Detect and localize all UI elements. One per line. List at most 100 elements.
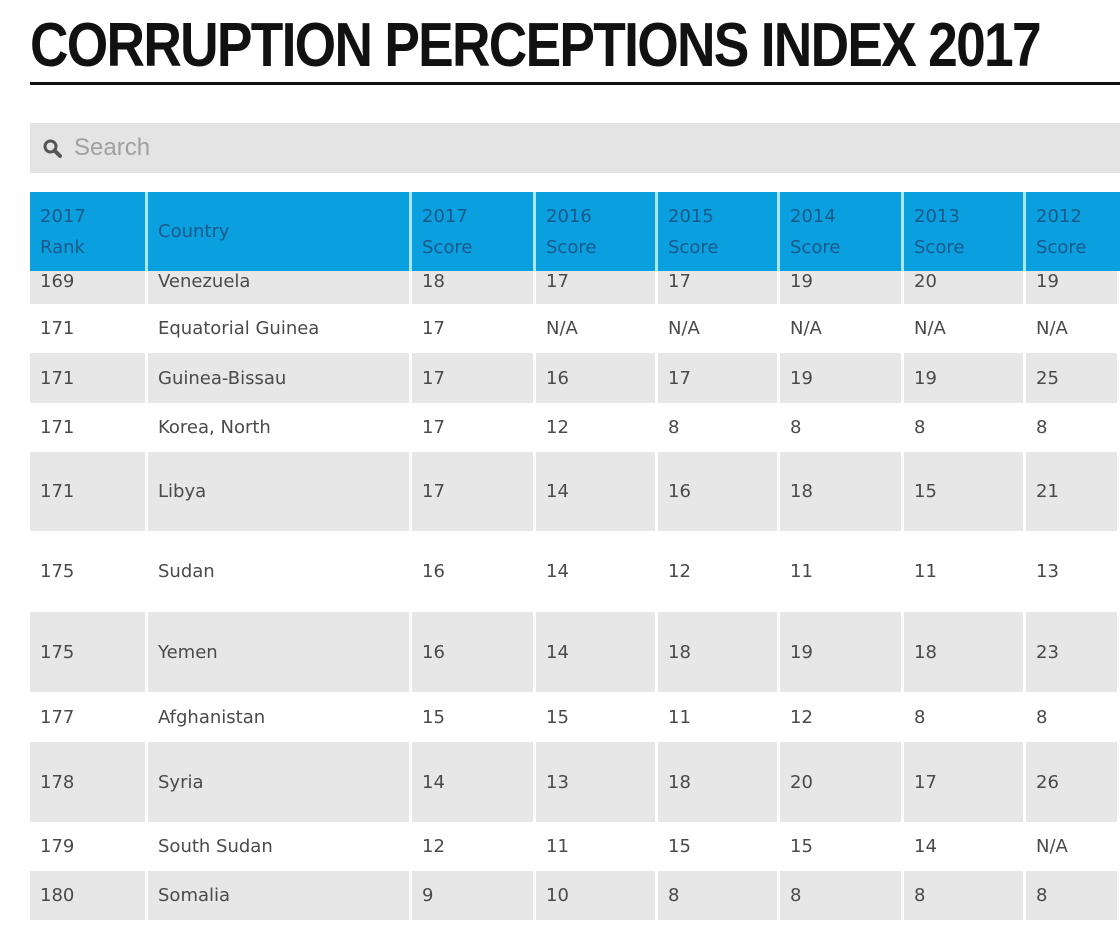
cell-2014-score: 18 (780, 452, 904, 531)
cell-rank: 178 (30, 742, 148, 822)
column-header-2016-score[interactable]: 2016 Score (536, 192, 658, 271)
cell-2017-score: 16 (412, 612, 536, 692)
cell-country: Korea, North (148, 403, 412, 452)
cell-2017-score: 15 (412, 692, 536, 742)
cell-rank: 171 (30, 452, 148, 531)
cell-2016-score: 11 (536, 822, 658, 871)
cell-country: Yemen (148, 612, 412, 692)
cell-2017-score: 16 (412, 531, 536, 612)
cell-2012-score: 21 (1026, 452, 1120, 531)
cell-2014-score: 15 (780, 822, 904, 871)
table-row: 169 Venezuela 18 17 17 19 20 19 (30, 271, 1120, 304)
cell-2012-score: 25 (1026, 353, 1120, 403)
column-header-2014-score[interactable]: 2014 Score (780, 192, 904, 271)
cell-2015-score: 11 (658, 692, 780, 742)
cell-2015-score: 17 (658, 271, 780, 304)
cell-2012-score: N/A (1026, 304, 1120, 353)
cell-rank: 175 (30, 531, 148, 612)
cell-country: Afghanistan (148, 692, 412, 742)
table-row: 175 Yemen 16 14 18 19 18 23 (30, 612, 1120, 692)
cell-2014-score: 8 (780, 403, 904, 452)
cell-2012-score: 23 (1026, 612, 1120, 692)
cell-2012-score: N/A (1026, 822, 1120, 871)
cell-country: Venezuela (148, 271, 412, 304)
page-title: CORRUPTION PERCEPTIONS INDEX 2017 (30, 11, 1042, 80)
cell-2014-score: 11 (780, 531, 904, 612)
table-row: 180 Somalia 9 10 8 8 8 8 (30, 871, 1120, 920)
cell-2014-score: 19 (780, 612, 904, 692)
table-row: 171 Guinea-Bissau 17 16 17 19 19 25 (30, 353, 1120, 403)
cell-2017-score: 17 (412, 304, 536, 353)
cell-2012-score: 13 (1026, 531, 1120, 612)
table-row: 179 South Sudan 12 11 15 15 14 N/A (30, 822, 1120, 871)
cell-2017-score: 14 (412, 742, 536, 822)
cell-2012-score: 8 (1026, 692, 1120, 742)
cell-2015-score: 12 (658, 531, 780, 612)
cell-2015-score: 8 (658, 403, 780, 452)
table-row: 171 Libya 17 14 16 18 15 21 (30, 452, 1120, 531)
cell-2016-score: 13 (536, 742, 658, 822)
cell-2016-score: 14 (536, 531, 658, 612)
cell-2013-score: 18 (904, 612, 1026, 692)
cell-2017-score: 12 (412, 822, 536, 871)
cell-2013-score: 15 (904, 452, 1026, 531)
cell-2012-score: 26 (1026, 742, 1120, 822)
table-row: 171 Korea, North 17 12 8 8 8 8 (30, 403, 1120, 452)
cell-2013-score: 19 (904, 353, 1026, 403)
cell-2016-score: 17 (536, 271, 658, 304)
cell-2013-score: 11 (904, 531, 1026, 612)
table-row: 178 Syria 14 13 18 20 17 26 (30, 742, 1120, 822)
cell-2014-score: 19 (780, 353, 904, 403)
cell-2016-score: 14 (536, 452, 658, 531)
cell-2013-score: N/A (904, 304, 1026, 353)
cell-rank: 180 (30, 871, 148, 920)
column-header-2013-score[interactable]: 2013 Score (904, 192, 1026, 271)
search-icon (42, 136, 72, 160)
cell-2016-score: 10 (536, 871, 658, 920)
cell-2013-score: 17 (904, 742, 1026, 822)
cell-2013-score: 20 (904, 271, 1026, 304)
cell-2017-score: 9 (412, 871, 536, 920)
cell-2015-score: 16 (658, 452, 780, 531)
cell-2016-score: N/A (536, 304, 658, 353)
cell-2014-score: 19 (780, 271, 904, 304)
cell-2016-score: 15 (536, 692, 658, 742)
cell-country: Libya (148, 452, 412, 531)
cell-2017-score: 17 (412, 452, 536, 531)
cell-2015-score: 18 (658, 612, 780, 692)
cell-2015-score: 18 (658, 742, 780, 822)
cell-rank: 179 (30, 822, 148, 871)
column-header-2017-score[interactable]: 2017 Score (412, 192, 536, 271)
cell-rank: 171 (30, 353, 148, 403)
cell-2015-score: 8 (658, 871, 780, 920)
title-underline (30, 82, 1120, 85)
search-bar[interactable] (30, 123, 1120, 173)
cell-2017-score: 17 (412, 353, 536, 403)
cell-country: Syria (148, 742, 412, 822)
cell-2012-score: 8 (1026, 871, 1120, 920)
cell-2014-score: N/A (780, 304, 904, 353)
cpi-table: 2017 Rank Country 2017 Score 2016 Score 201… (30, 192, 1120, 920)
table-row: 177 Afghanistan 15 15 11 12 8 8 (30, 692, 1120, 742)
column-header-2012-score[interactable]: 2012 Score (1026, 192, 1120, 271)
table-row: 175 Sudan 16 14 12 11 11 13 (30, 531, 1120, 612)
cell-country: Guinea-Bissau (148, 353, 412, 403)
column-header-country[interactable]: Country (148, 192, 412, 271)
cell-country: Equatorial Guinea (148, 304, 412, 353)
cell-2014-score: 20 (780, 742, 904, 822)
cell-rank: 177 (30, 692, 148, 742)
cell-2016-score: 12 (536, 403, 658, 452)
cell-2017-score: 18 (412, 271, 536, 304)
search-input[interactable] (72, 128, 1120, 168)
cell-2013-score: 14 (904, 822, 1026, 871)
cell-2015-score: N/A (658, 304, 780, 353)
cell-country: Sudan (148, 531, 412, 612)
cell-2016-score: 16 (536, 353, 658, 403)
cell-2015-score: 15 (658, 822, 780, 871)
cell-rank: 171 (30, 403, 148, 452)
column-header-rank[interactable]: 2017 Rank (30, 192, 148, 271)
cell-2013-score: 8 (904, 692, 1026, 742)
cell-country: Somalia (148, 871, 412, 920)
cell-2015-score: 17 (658, 353, 780, 403)
column-header-2015-score[interactable]: 2015 Score (658, 192, 780, 271)
